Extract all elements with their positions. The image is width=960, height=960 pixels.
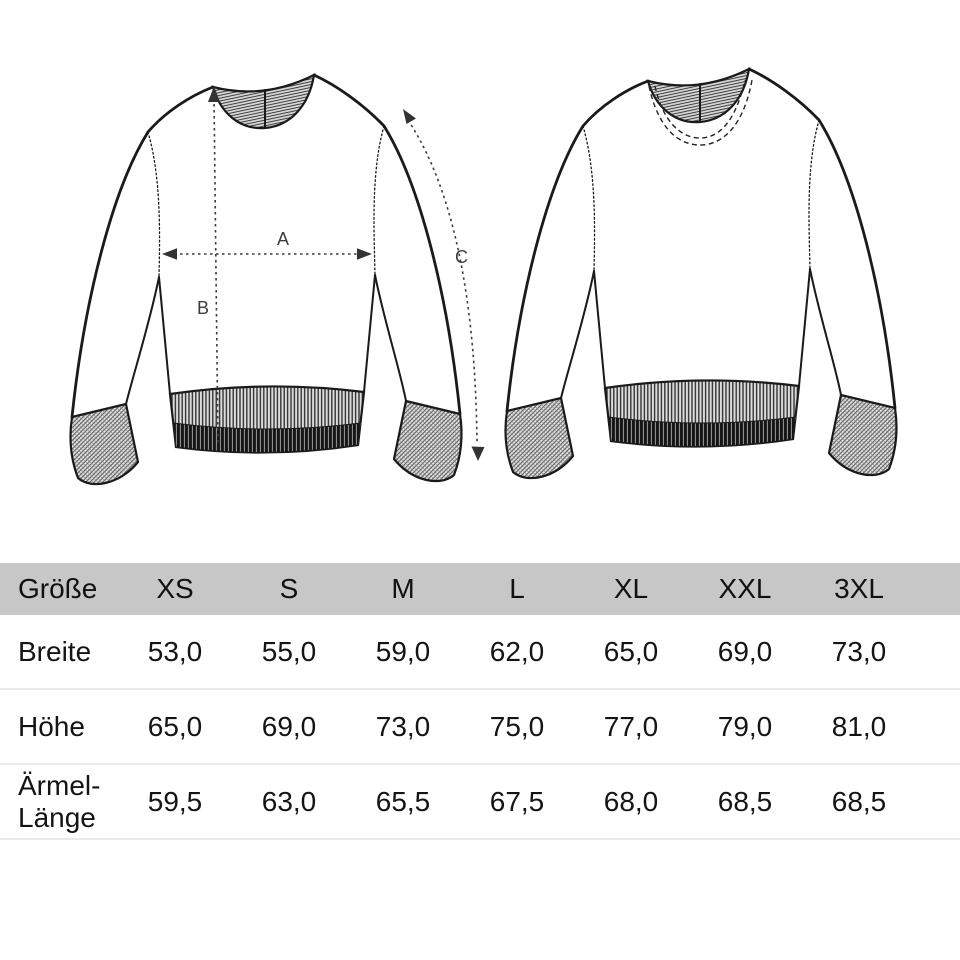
value-cell: 65,0 — [603, 635, 659, 667]
value-cell: 79,0 — [717, 710, 773, 742]
value-cell: 68,5 — [831, 785, 887, 817]
column-header-xs: XS — [156, 573, 194, 604]
column-header-m: M — [391, 573, 415, 604]
label-height-b: B — [197, 298, 209, 318]
table-row-width: Breite 53,0 55,0 59,0 62,0 65,0 69,0 73,… — [0, 615, 960, 690]
technical-drawing-area: A B C — [69, 67, 898, 486]
table-row-sleeve-length: Ärmel-Länge 59,5 63,0 65,5 67,5 68,0 68,… — [0, 765, 960, 840]
value-cell: 55,0 — [261, 635, 317, 667]
arrowhead-up-icon — [208, 86, 220, 102]
row-label: Ärmel-Länge — [18, 770, 101, 833]
sweatshirt-flat-sketch: A B C — [69, 67, 898, 486]
arrowhead-right-icon — [357, 248, 372, 260]
value-cell: 73,0 — [375, 710, 431, 742]
row-label: Breite — [18, 635, 92, 667]
value-cell: 81,0 — [831, 710, 887, 742]
value-cell: 75,0 — [489, 710, 545, 742]
value-cell: 73,0 — [831, 635, 887, 667]
arrowhead-left-icon — [162, 248, 177, 260]
value-cell: 65,5 — [375, 785, 431, 817]
column-header-xxl: XXL — [718, 573, 772, 604]
value-cell: 62,0 — [489, 635, 545, 667]
value-cell: 69,0 — [261, 710, 317, 742]
arrowhead-upleft-icon — [403, 109, 416, 124]
value-cell: 77,0 — [603, 710, 659, 742]
value-cell: 67,5 — [489, 785, 545, 817]
column-header-size: Größe — [18, 573, 98, 605]
row-label: Höhe — [18, 710, 85, 742]
column-header-3xl: 3XL — [834, 573, 884, 604]
column-header-l: L — [509, 573, 525, 604]
label-sleeve-c: C — [455, 247, 468, 267]
arrowhead-down-icon — [471, 446, 485, 461]
value-cell: 68,5 — [717, 785, 773, 817]
size-table-header-row: Größe XS S M L XL XXL 3XL — [0, 563, 960, 615]
value-cell: 53,0 — [147, 635, 203, 667]
label-width-a: A — [277, 229, 289, 249]
value-cell: 59,0 — [375, 635, 431, 667]
back-neckline-dashed — [648, 79, 753, 146]
value-cell: 63,0 — [261, 785, 317, 817]
back-view-sketch — [504, 67, 898, 480]
table-row-height: Höhe 65,0 69,0 73,0 75,0 77,0 79,0 81,0 — [0, 690, 960, 765]
measurement-annotations: A B C — [162, 86, 485, 461]
value-cell: 59,5 — [147, 785, 203, 817]
column-header-xl: XL — [613, 573, 649, 604]
value-cell: 68,0 — [603, 785, 659, 817]
value-cell: 65,0 — [147, 710, 203, 742]
size-table: Größe XS S M L XL XXL 3XL Breite 53,0 55… — [0, 563, 960, 840]
column-header-s: S — [279, 573, 299, 604]
value-cell: 69,0 — [717, 635, 773, 667]
front-view-sketch: A B C — [69, 73, 485, 486]
